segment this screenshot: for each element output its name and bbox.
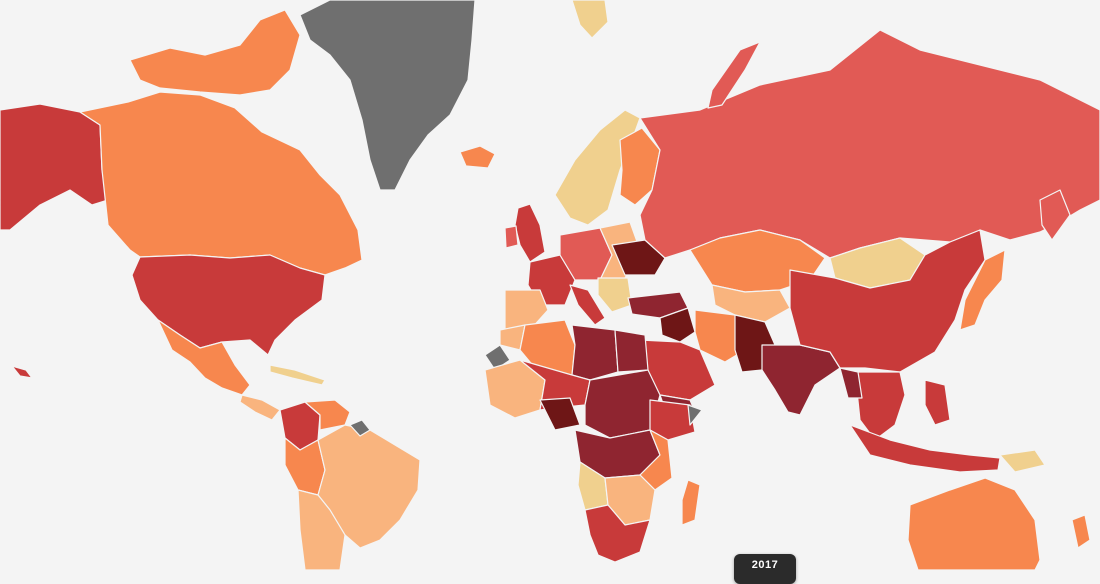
canada-region[interactable] [79, 91, 363, 276]
new-zealand-region[interactable] [1071, 514, 1091, 549]
ethiopia-region[interactable] [649, 399, 696, 441]
hawaii-region[interactable] [11, 365, 33, 379]
somalia-region[interactable] [687, 404, 703, 426]
australia-region[interactable] [907, 477, 1041, 570]
argentina-region[interactable] [297, 489, 346, 570]
svalbard-region[interactable] [571, 0, 609, 39]
italy-region[interactable] [569, 284, 606, 326]
korea-japan-region[interactable] [959, 249, 1006, 331]
south-africa-region[interactable] [584, 504, 651, 563]
uk-region[interactable] [514, 203, 546, 263]
egypt-region[interactable] [614, 329, 649, 373]
ukraine-region[interactable] [611, 239, 666, 276]
chad-sudan-region[interactable] [584, 369, 661, 439]
southeast-asia-region[interactable] [854, 371, 906, 441]
novaya-zemlya-region[interactable] [707, 41, 761, 109]
philippines-region[interactable] [924, 379, 951, 426]
iceland-region[interactable] [459, 145, 496, 169]
indonesia-region[interactable] [849, 424, 1001, 473]
balkans-region[interactable] [597, 277, 633, 313]
libya-region[interactable] [571, 324, 619, 381]
chukotka-islands-region[interactable] [1039, 189, 1071, 241]
iberia-region[interactable] [504, 289, 549, 331]
iraq-region[interactable] [659, 307, 696, 343]
year-badge[interactable]: 2017 [734, 554, 796, 584]
mexico-region[interactable] [157, 319, 251, 396]
nigeria-region[interactable] [539, 397, 581, 431]
finland-region[interactable] [619, 127, 661, 206]
madagascar-region[interactable] [681, 479, 701, 526]
caribbean-region[interactable] [269, 364, 326, 386]
china-region[interactable] [789, 229, 986, 373]
papua-region[interactable] [999, 449, 1046, 473]
ireland-region[interactable] [504, 225, 519, 249]
usa-region[interactable] [131, 254, 326, 356]
western-sahara-region[interactable] [484, 344, 511, 371]
greenland-region[interactable] [299, 0, 476, 191]
guyana-region[interactable] [349, 419, 371, 437]
world-choropleth-map[interactable] [0, 0, 1100, 570]
myanmar-region[interactable] [839, 367, 863, 399]
alaska-region[interactable] [0, 103, 109, 231]
india-region[interactable] [761, 344, 841, 416]
canada-islands-region[interactable] [129, 9, 301, 96]
russia-region[interactable] [639, 29, 1100, 259]
central-america-region[interactable] [239, 394, 281, 421]
central-asia-region[interactable] [711, 284, 791, 323]
